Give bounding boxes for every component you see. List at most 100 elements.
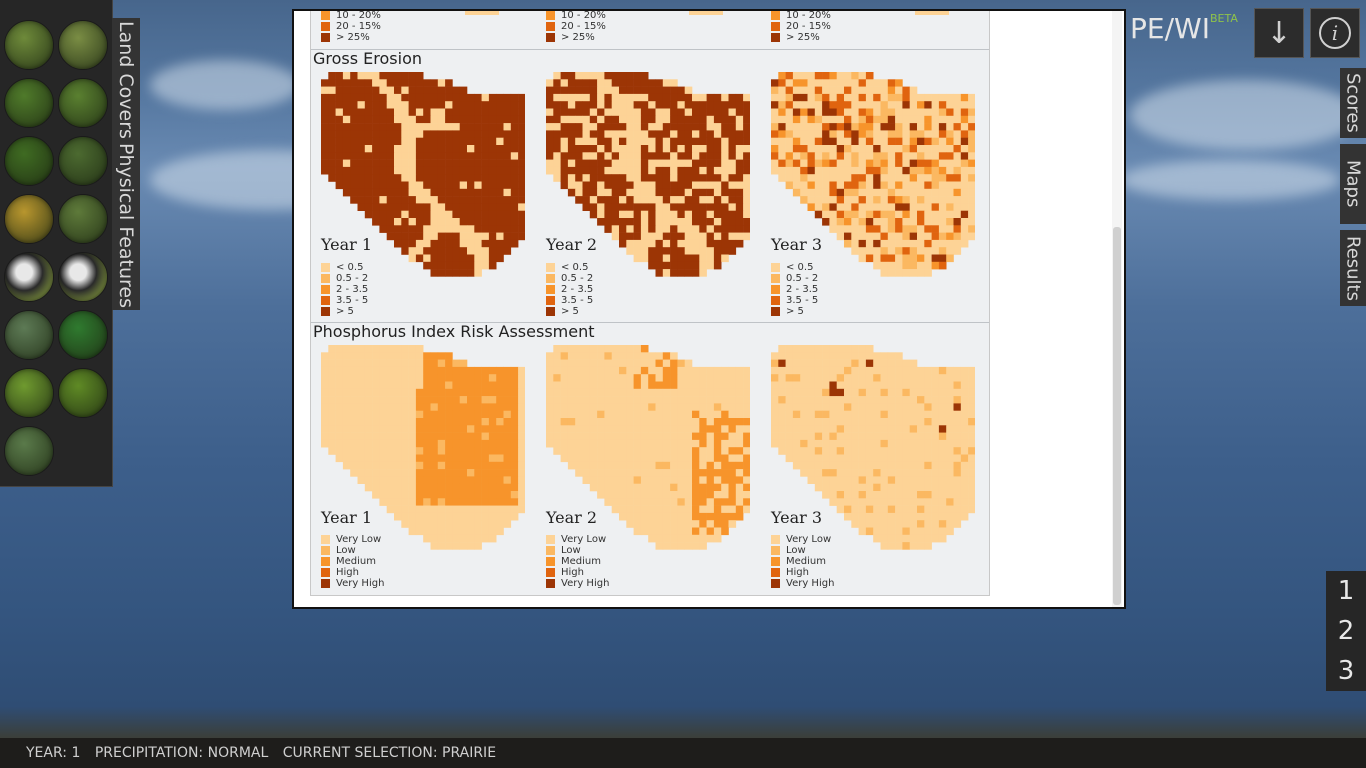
map-cell (350, 130, 358, 138)
year-2-button[interactable]: 2 (1337, 616, 1355, 646)
map-cell (437, 425, 446, 433)
map-cell (567, 454, 576, 463)
map-cell (648, 476, 656, 484)
map-cell (713, 174, 722, 182)
map-cell (437, 352, 446, 360)
map-cell (938, 239, 947, 248)
map-cell (437, 188, 446, 197)
soybean-icon[interactable] (58, 20, 108, 70)
map-cell (814, 425, 823, 433)
map-cell (604, 137, 612, 146)
dairy-cow-icon[interactable] (4, 252, 54, 302)
map-cell (880, 425, 889, 433)
map-cell (938, 188, 947, 197)
map-cell (488, 469, 497, 477)
map-cell (467, 534, 475, 543)
tab-land-covers[interactable]: Land Covers (115, 21, 137, 139)
map-cell (430, 130, 439, 138)
map-cell (567, 381, 576, 390)
map-cell (924, 491, 932, 499)
hay-icon[interactable] (4, 194, 54, 244)
legend-label: > 25% (786, 32, 820, 43)
map-cell (575, 345, 583, 353)
map-cell (401, 210, 409, 219)
map-cell (496, 254, 504, 263)
map-cell (851, 476, 859, 484)
legend-swatch (321, 296, 330, 305)
mixed-fruit-icon[interactable] (58, 136, 108, 186)
map-cell (328, 345, 336, 353)
map-cell (706, 239, 715, 248)
map-cell (902, 469, 910, 477)
map-cell (699, 476, 707, 484)
tab-scores[interactable]: Scores (1340, 68, 1366, 138)
map-cell (611, 72, 620, 80)
map-cell (633, 152, 642, 160)
shrub-icon[interactable] (4, 426, 54, 476)
map-cell (496, 396, 504, 404)
map-cell (503, 439, 512, 448)
map-cell (560, 359, 569, 368)
map-cell (401, 196, 409, 204)
map-cell (437, 520, 446, 528)
map-cell (814, 483, 823, 492)
map-cell (589, 345, 598, 353)
info-button[interactable]: i (1310, 8, 1360, 58)
scrollbar-thumb[interactable] (1113, 227, 1121, 605)
map-cell (953, 166, 962, 175)
map-cell (488, 483, 497, 492)
map-cell (670, 174, 678, 182)
year-1-button[interactable]: 1 (1337, 576, 1355, 606)
map-cell (822, 159, 830, 168)
corn-icon[interactable] (4, 20, 54, 70)
watershed-grid (321, 345, 526, 550)
map-cell (474, 130, 482, 138)
map-cell (430, 505, 439, 514)
map-cell (728, 101, 737, 109)
map-cell (902, 203, 910, 211)
tab-results[interactable]: Results (1340, 230, 1366, 306)
map-cell (372, 152, 380, 160)
map-cell (342, 359, 351, 368)
map-cell (640, 512, 649, 521)
map-cell (880, 196, 889, 204)
map-cell (807, 418, 816, 426)
forest-icon[interactable] (4, 136, 54, 186)
info-icon: i (1319, 17, 1351, 49)
legend-label: 2 - 3.5 (336, 284, 369, 295)
map-cell (372, 218, 380, 226)
map-cell (611, 374, 620, 382)
map-cell (924, 483, 932, 492)
deciduous-icon[interactable] (58, 368, 108, 418)
scrollbar[interactable] (1112, 11, 1122, 607)
map-cell (917, 218, 925, 226)
grass-icon[interactable] (58, 194, 108, 244)
map-cell (640, 174, 649, 182)
map-cell (692, 527, 700, 536)
map-cell (459, 534, 468, 543)
tab-physical-features[interactable]: Physical Features (115, 143, 137, 309)
map-cell (721, 166, 729, 175)
map-cell (575, 145, 583, 153)
alfalfa-icon[interactable] (4, 78, 54, 128)
download-button[interactable]: ↓ (1254, 8, 1304, 58)
year-3-button[interactable]: 3 (1337, 656, 1355, 686)
map-cell (575, 403, 583, 411)
legend-item: Low (771, 545, 834, 556)
strawberry-icon[interactable] (58, 78, 108, 128)
conifer-icon[interactable] (4, 368, 54, 418)
map-cell (909, 366, 918, 375)
beef-cow-icon[interactable] (58, 252, 108, 302)
prairie-icon[interactable] (58, 310, 108, 360)
map-cell (604, 403, 612, 411)
map-cell (567, 145, 576, 153)
map-cell (931, 410, 940, 419)
tab-maps[interactable]: Maps (1340, 144, 1366, 224)
map-cell (488, 210, 497, 219)
map-cell (321, 388, 329, 397)
map-cell (510, 188, 519, 197)
map-cell (670, 261, 678, 270)
wetland-icon[interactable] (4, 310, 54, 360)
map-cell (619, 115, 627, 124)
map-cell (931, 432, 940, 441)
